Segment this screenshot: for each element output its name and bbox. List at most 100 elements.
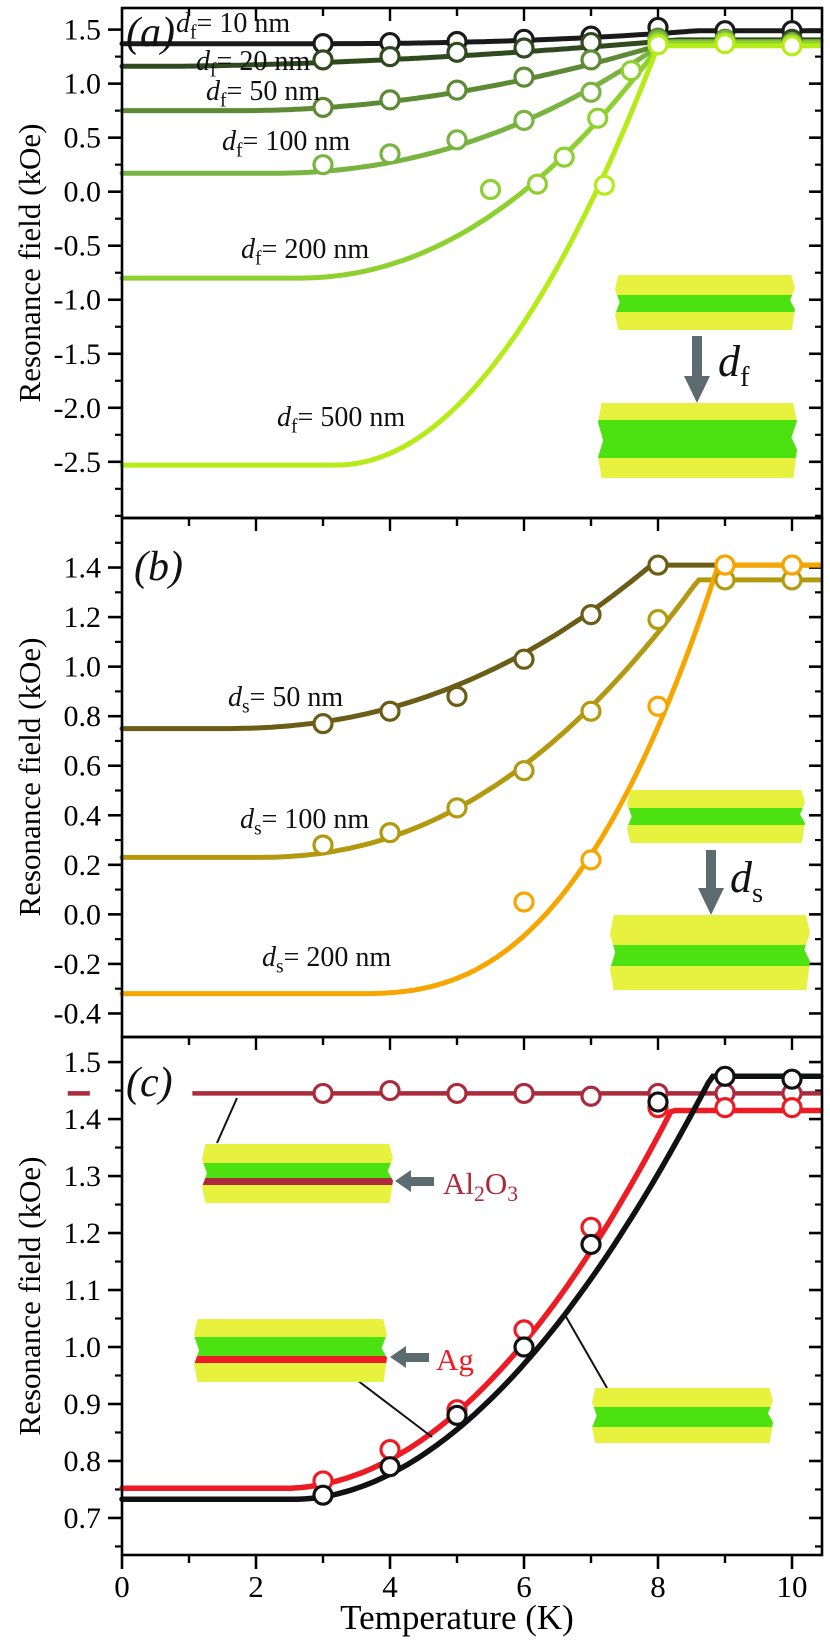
inset-trilayer-alox bbox=[202, 1144, 393, 1203]
data-point-df-100nm bbox=[446, 129, 468, 151]
y-tick-label: 0.5 bbox=[64, 122, 102, 155]
data-point-ds-200nm bbox=[647, 695, 669, 717]
data-point-df-100nm bbox=[513, 109, 535, 131]
y-tick-label: 0.8 bbox=[64, 700, 102, 733]
inset-trilayer-thin-shell bbox=[627, 790, 805, 843]
y-tick-label: 1.0 bbox=[64, 68, 102, 101]
y-tick-label: 1.0 bbox=[64, 1331, 102, 1364]
y-tick-label: 0.0 bbox=[64, 176, 102, 209]
x-tick-label: 10 bbox=[777, 1569, 808, 1604]
curve-label-df-500nm: df= 500 nm bbox=[277, 402, 406, 438]
data-point-ds-100nm bbox=[312, 834, 334, 856]
data-point-df-20nm bbox=[580, 31, 602, 54]
x-tick-label: 4 bbox=[382, 1569, 398, 1604]
data-point-df-50nm bbox=[580, 49, 602, 71]
curve-ds-100nm bbox=[119, 577, 824, 860]
curve-label-df-20nm: df= 20 nm bbox=[196, 46, 311, 82]
data-point-alox-interlayer bbox=[513, 1082, 535, 1105]
data-point-ds-200nm bbox=[781, 554, 803, 576]
data-point-no-interlayer bbox=[781, 1068, 803, 1090]
y-tick-label: 1.4 bbox=[64, 1103, 102, 1136]
inset-arrow-label-df: df bbox=[718, 337, 750, 393]
data-point-no-interlayer bbox=[714, 1065, 736, 1087]
x-tick-label: 8 bbox=[650, 1569, 666, 1604]
y-tick-label: 1.4 bbox=[64, 552, 102, 585]
curve-no-interlayer bbox=[119, 1073, 824, 1502]
y-tick-label: -0.4 bbox=[54, 997, 102, 1030]
data-point-no-interlayer bbox=[312, 1484, 334, 1506]
y-tick-label: 0.0 bbox=[64, 898, 102, 931]
data-point-df-200nm bbox=[479, 178, 502, 201]
data-point-df-20nm bbox=[379, 46, 401, 68]
data-point-df-100nm bbox=[312, 154, 334, 176]
y-tick-label: 0.2 bbox=[64, 849, 102, 882]
data-point-alox-interlayer bbox=[312, 1082, 334, 1105]
data-point-df-200nm bbox=[526, 173, 549, 195]
leader-alox bbox=[216, 1097, 238, 1144]
y-tick-label: 0.7 bbox=[64, 1502, 102, 1535]
x-tick-label: 0 bbox=[114, 1569, 130, 1604]
data-point-df-20nm bbox=[446, 41, 468, 63]
curve-label-ds-200nm: ds= 200 nm bbox=[262, 942, 392, 978]
leader-plain bbox=[564, 1314, 608, 1389]
data-point-df-100nm bbox=[379, 143, 401, 165]
label-alox: Al2O3 bbox=[443, 1166, 519, 1207]
curve-label-df-200nm: df= 200 nm bbox=[241, 234, 370, 270]
curve-label-ds-100nm: ds= 100 nm bbox=[240, 804, 370, 840]
y-tick-label: 1.2 bbox=[64, 601, 102, 634]
y-tick-label: 1.5 bbox=[64, 1046, 102, 1079]
data-point-ds-100nm bbox=[647, 608, 669, 631]
data-point-no-interlayer bbox=[446, 1404, 468, 1426]
y-tick-label: 1.1 bbox=[64, 1274, 102, 1307]
y-tick-label: -2.5 bbox=[54, 446, 102, 479]
data-point-df-20nm bbox=[312, 49, 334, 71]
data-point-df-50nm bbox=[312, 96, 334, 119]
label-ag: Ag bbox=[436, 1342, 474, 1377]
data-point-ds-100nm bbox=[446, 797, 468, 819]
data-point-ds-50nm bbox=[312, 713, 334, 735]
data-point-ds-50nm bbox=[513, 648, 535, 670]
inset-trilayer-thick-shell bbox=[610, 915, 810, 990]
inset-trilayer-ag bbox=[194, 1319, 387, 1382]
y-tick-label: 0.4 bbox=[64, 799, 102, 832]
inset-trilayer-thick-film bbox=[598, 403, 797, 478]
y-tick-label: 0.8 bbox=[64, 1445, 102, 1478]
y-tick-label: -0.5 bbox=[54, 230, 102, 263]
data-point-ds-100nm bbox=[513, 760, 535, 782]
inset-trilayer-plain bbox=[592, 1388, 773, 1443]
data-point-df-200nm bbox=[620, 60, 642, 82]
data-point-ds-100nm bbox=[379, 822, 401, 844]
data-point-ds-50nm bbox=[379, 700, 401, 722]
y-axis-title-c: Resonance field (kOe) bbox=[12, 1156, 47, 1436]
data-point-df-100nm bbox=[580, 81, 602, 103]
data-point-df-20nm bbox=[513, 37, 535, 59]
curve-ds-200nm bbox=[119, 562, 824, 997]
data-point-ds-50nm bbox=[580, 604, 602, 626]
data-point-ds-50nm bbox=[446, 685, 468, 707]
curve-label-df-100nm: df= 100 nm bbox=[222, 126, 351, 162]
y-tick-label: -0.2 bbox=[54, 948, 102, 981]
x-axis-title: Temperature (K) bbox=[340, 1598, 574, 1637]
y-tick-label: -2.0 bbox=[54, 392, 102, 425]
data-point-ds-200nm bbox=[714, 554, 736, 576]
inset-trilayer-thin-film bbox=[615, 275, 795, 330]
y-tick-label: 1.2 bbox=[64, 1217, 102, 1250]
leader-ag bbox=[356, 1379, 433, 1438]
data-point-no-interlayer bbox=[647, 1091, 669, 1113]
curve-label-df-10nm: df= 10 nm bbox=[176, 8, 291, 44]
data-point-ag-interlayer bbox=[513, 1319, 535, 1341]
curve-df-500nm bbox=[119, 43, 824, 468]
data-point-ag-interlayer bbox=[379, 1438, 401, 1461]
curve-label-ds-50nm: ds= 50 nm bbox=[228, 682, 344, 718]
data-point-alox-interlayer bbox=[379, 1079, 401, 1102]
y-axis-title-b: Resonance field (kOe) bbox=[12, 637, 47, 917]
inset-arrow-label-ds: ds bbox=[730, 853, 764, 909]
data-point-df-50nm bbox=[446, 79, 468, 101]
x-tick-label: 6 bbox=[516, 1569, 532, 1604]
data-point-df-200nm bbox=[553, 146, 575, 168]
data-point-df-500nm bbox=[781, 35, 803, 57]
data-point-no-interlayer bbox=[513, 1336, 535, 1358]
data-point-df-500nm bbox=[647, 34, 669, 56]
data-point-ds-200nm bbox=[513, 891, 535, 913]
